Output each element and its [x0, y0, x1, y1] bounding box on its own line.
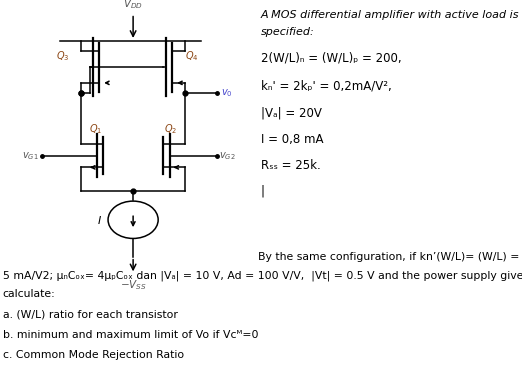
- Text: |Vₐ| = 20V: |Vₐ| = 20V: [261, 107, 322, 120]
- Text: kₙ' = 2kₚ' = 0,2mA/V²,: kₙ' = 2kₚ' = 0,2mA/V²,: [261, 80, 392, 93]
- Text: $Q_3$: $Q_3$: [56, 49, 69, 63]
- Text: $v_0$: $v_0$: [221, 88, 232, 99]
- Text: By the same configuration, if kn’(W/L)= (W/L) =: By the same configuration, if kn’(W/L)= …: [258, 252, 519, 262]
- Text: $I$: $I$: [97, 214, 102, 226]
- Text: $Q_2$: $Q_2$: [164, 122, 177, 136]
- Text: $v_{G2}$: $v_{G2}$: [219, 150, 236, 161]
- Text: b. minimum and maximum limit of Vo if Vᴄᴹ=0: b. minimum and maximum limit of Vo if Vᴄ…: [3, 330, 258, 340]
- Text: $Q_4$: $Q_4$: [185, 49, 199, 63]
- Text: $V_{DD}$: $V_{DD}$: [123, 0, 143, 11]
- Text: A MOS differential amplifier with active load is: A MOS differential amplifier with active…: [261, 10, 519, 20]
- Text: I = 0,8 mA: I = 0,8 mA: [261, 133, 324, 146]
- Text: calculate:: calculate:: [3, 289, 55, 299]
- Text: specified:: specified:: [261, 27, 315, 37]
- Text: $-V_{SS}$: $-V_{SS}$: [120, 278, 147, 292]
- Text: $Q_1$: $Q_1$: [89, 122, 102, 136]
- Text: 2(W/L)ₙ = (W/L)ₚ = 200,: 2(W/L)ₙ = (W/L)ₚ = 200,: [261, 51, 401, 64]
- Text: a. (W/L) ratio for each transistor: a. (W/L) ratio for each transistor: [3, 309, 177, 319]
- Text: 5 mA/V2; μₙCₒₓ= 4μₚCₒₓ dan |Vₐ| = 10 V, Ad = 100 V/V,  |Vt| = 0.5 V and the powe: 5 mA/V2; μₙCₒₓ= 4μₚCₒₓ dan |Vₐ| = 10 V, …: [3, 270, 522, 281]
- Text: |: |: [261, 185, 265, 198]
- Text: Rₛₛ = 25k.: Rₛₛ = 25k.: [261, 159, 321, 172]
- Text: c. Common Mode Rejection Ratio: c. Common Mode Rejection Ratio: [3, 350, 184, 360]
- Text: $v_{G1}$: $v_{G1}$: [22, 150, 39, 161]
